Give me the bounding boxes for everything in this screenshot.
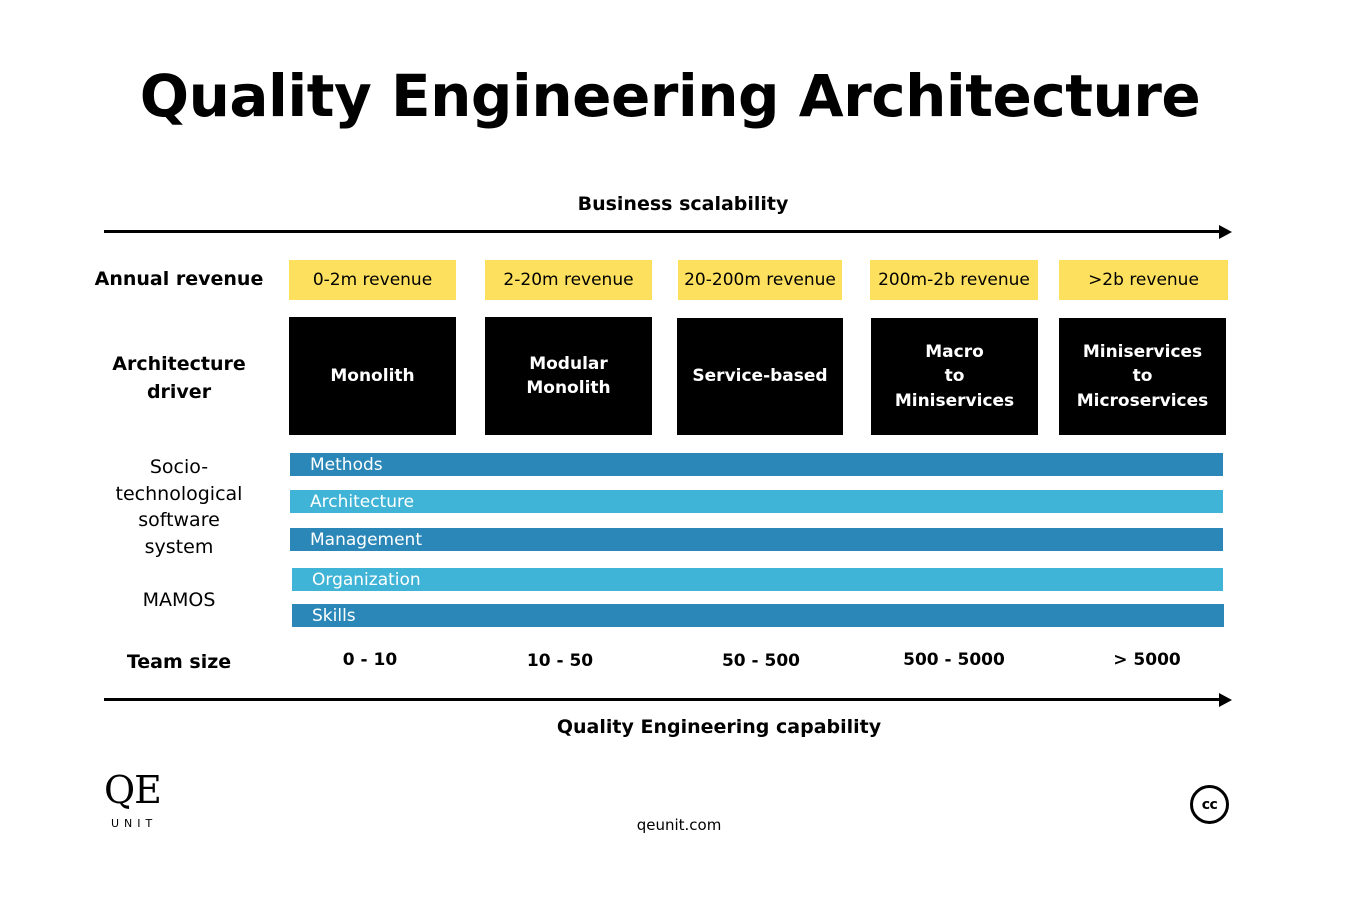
website-url: qeunit.com <box>636 816 722 834</box>
team-size-value: 10 - 50 <box>526 651 594 671</box>
team-size-value: > 5000 <box>1113 650 1181 670</box>
driver-box: Miniservices to Microservices <box>1059 318 1226 435</box>
top-axis-arrow-icon <box>1219 224 1232 239</box>
mamos-bar-architecture: Architecture <box>290 490 1223 513</box>
creative-commons-icon: cc <box>1190 785 1229 824</box>
driver-box: Modular Monolith <box>485 317 652 435</box>
team-size-value: 0 - 10 <box>342 650 398 670</box>
revenue-box: >2b revenue <box>1059 260 1228 300</box>
team-size-value: 500 - 5000 <box>903 650 1005 670</box>
architecture-driver-label: Architecture driver <box>112 353 246 403</box>
mamos-bar-methods: Methods <box>290 453 1223 476</box>
revenue-box: 20-200m revenue <box>678 260 842 300</box>
annual-revenue-label: Annual revenue <box>94 268 264 290</box>
qe-unit-logo: QE <box>104 768 162 812</box>
revenue-box: 200m-2b revenue <box>870 260 1038 300</box>
page-title: Quality Engineering Architecture <box>139 62 1201 130</box>
creative-commons-icon-text: cc <box>1201 796 1218 813</box>
mamos-bar-skills: Skills <box>292 604 1224 627</box>
bottom-axis-arrow-icon <box>1219 692 1232 707</box>
mamos-bar-organization: Organization <box>292 568 1223 591</box>
driver-box: Service-based <box>677 318 843 435</box>
quality-engineering-capability-label: Quality Engineering capability <box>556 716 882 738</box>
qe-unit-logo-subtitle: UNIT <box>111 817 158 830</box>
mamos-label: MAMOS <box>142 589 216 611</box>
socio-technical-label: Socio- technological software system <box>115 456 243 558</box>
business-scalability-label: Business scalability <box>577 193 789 215</box>
top-axis-line <box>104 230 1220 233</box>
bottom-axis-line <box>104 698 1220 701</box>
team-size-value: 50 - 500 <box>721 651 801 671</box>
revenue-box: 2-20m revenue <box>485 260 652 300</box>
driver-box: Macro to Miniservices <box>871 318 1038 435</box>
revenue-box: 0-2m revenue <box>289 260 456 300</box>
mamos-bar-management: Management <box>290 528 1223 551</box>
team-size-label: Team size <box>126 651 232 673</box>
driver-box: Monolith <box>289 317 456 435</box>
